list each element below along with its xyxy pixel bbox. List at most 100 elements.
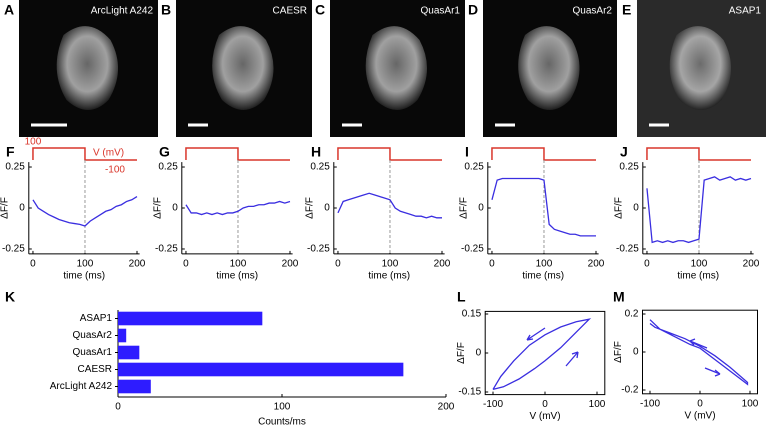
x-tick-label: 100 (742, 398, 759, 409)
data-line (185, 200, 291, 216)
x-tick-label: 200 (438, 402, 455, 413)
bar (118, 328, 127, 343)
x-tick-label: 100 (230, 259, 247, 270)
x-tick-label: 200 (743, 259, 760, 270)
x-tick-label: -100 (483, 399, 503, 410)
x-tick-label: 100 (691, 259, 708, 270)
x-tick-label: 0 (489, 259, 495, 270)
x-tick-label: 0 (183, 259, 189, 270)
y-tick-label: QuasAr1 (73, 347, 113, 358)
voltage-step (646, 147, 751, 161)
data-line (337, 192, 442, 219)
panel-letter: C (315, 2, 325, 18)
voltage-level-label: 100 (25, 137, 42, 148)
x-axis-label: time (ms) (63, 271, 105, 282)
arrows (526, 327, 721, 377)
data-line (649, 319, 749, 386)
panel-letter: A (4, 2, 14, 18)
y-tick-label: 0 (633, 347, 639, 358)
plot-frame (642, 309, 758, 395)
panel-letter: M (613, 289, 625, 305)
voltage-step (185, 147, 290, 161)
x-axis-label: time (ms) (677, 271, 719, 282)
x-tick-label: 200 (129, 259, 146, 270)
cell-shape (56, 26, 119, 110)
x-tick-label: 200 (588, 259, 605, 270)
arrow (565, 351, 579, 367)
y-tick-label: -0.25 (461, 244, 484, 255)
arrow (704, 367, 721, 377)
bar (118, 311, 263, 326)
x-axis-label: V (mV) (529, 411, 560, 422)
y-tick-label: 0 (19, 203, 25, 214)
image-label: QuasAr2 (573, 6, 613, 17)
y-tick-label: 0.2 (625, 309, 639, 320)
y-axis-label: ΔF/F (456, 342, 467, 364)
y-tick-label: 0 (172, 203, 178, 214)
x-tick-label: 200 (434, 259, 451, 270)
y-tick-label: 0.25 (619, 162, 639, 173)
y-axis-label: ΔF/F (613, 197, 624, 219)
panel-letter: E (622, 2, 631, 18)
image-label: QuasAr1 (421, 6, 461, 17)
panel-letter: L (457, 289, 466, 305)
panel-letter: H (311, 144, 321, 160)
panel-letter: G (159, 144, 170, 160)
x-tick-label: 200 (282, 259, 299, 270)
voltage-step (32, 147, 137, 161)
y-tick-label: -0.25 (616, 244, 639, 255)
y-axis-label: ΔF/F (152, 197, 163, 219)
y-tick-label: 0.25 (310, 162, 330, 173)
x-axis-label: V (mV) (684, 410, 715, 421)
image-label: ArcLight A242 (91, 6, 154, 17)
voltage-label: V (mV) (93, 148, 124, 159)
cell-shape (518, 26, 580, 110)
y-tick-label: -0.25 (155, 244, 178, 255)
panel-letter: K (5, 289, 15, 305)
x-axis-label: time (ms) (522, 271, 564, 282)
y-tick-label: 0.25 (5, 162, 25, 173)
y-axis-label: ΔF/F (458, 197, 469, 219)
data-line (32, 195, 138, 227)
x-axis-label: Counts/ms (258, 417, 306, 427)
y-tick-label: 0 (476, 348, 482, 359)
y-tick-label: 0 (478, 203, 484, 214)
panel-letter: J (620, 144, 628, 160)
bar (118, 379, 151, 394)
x-tick-label: 0 (335, 259, 341, 270)
y-axis-label: ΔF/F (613, 341, 624, 363)
x-axis-label: time (ms) (368, 271, 410, 282)
x-tick-label: 0 (697, 398, 703, 409)
image-label: ASAP1 (729, 6, 762, 17)
cell-shape (212, 26, 274, 110)
y-axis-label: ΔF/F (0, 197, 10, 219)
cell-shape (365, 26, 428, 110)
panel-letter: F (6, 144, 15, 160)
data-line (646, 176, 752, 244)
y-tick-label: 0 (324, 203, 330, 214)
panel-letter: I (465, 144, 469, 160)
x-tick-label: 0 (115, 402, 121, 413)
y-tick-label: ASAP1 (80, 313, 113, 324)
y-tick-label: -0.15 (458, 387, 481, 398)
y-tick-label: -0.2 (621, 385, 639, 396)
y-tick-label: ArcLight A242 (50, 381, 113, 392)
data-line (491, 177, 596, 237)
y-tick-label: QuasAr2 (73, 330, 113, 341)
voltage-step (337, 147, 442, 161)
bar (118, 345, 140, 360)
x-tick-label: 100 (77, 259, 94, 270)
y-tick-label: 0 (633, 203, 639, 214)
y-tick-label: -0.25 (2, 244, 25, 255)
x-tick-label: 100 (382, 259, 399, 270)
x-axis-label: time (ms) (216, 271, 258, 282)
y-tick-label: 0.25 (158, 162, 178, 173)
image-label: CAESR (273, 6, 307, 17)
voltage-step (491, 147, 596, 161)
x-tick-label: 0 (30, 259, 36, 270)
y-tick-label: 0.25 (464, 162, 484, 173)
arrow (689, 338, 708, 349)
x-tick-label: 100 (274, 402, 291, 413)
